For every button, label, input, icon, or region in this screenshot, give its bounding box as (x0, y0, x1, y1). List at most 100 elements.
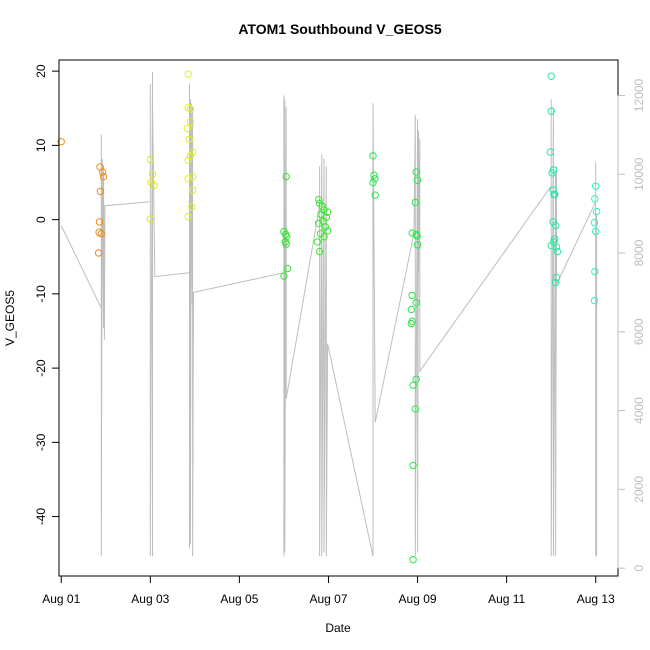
data-point-80 (551, 190, 559, 199)
y-tick-label-4: 0 (34, 216, 48, 223)
y-right-tick-label-2: 4000 (632, 397, 646, 424)
data-point-19 (185, 135, 193, 144)
data-point-28 (282, 172, 290, 181)
data-point-26 (188, 203, 196, 211)
data-point-94 (592, 227, 600, 236)
secondary-series-line (60, 71, 598, 557)
data-point-41 (317, 210, 325, 219)
data-point-36 (315, 195, 323, 204)
data-point-77 (548, 169, 556, 177)
data-point-61 (413, 232, 421, 240)
data-point-62 (413, 241, 422, 249)
data-point-46 (323, 227, 332, 235)
data-point-6 (95, 228, 103, 236)
y-right-tick-label-3: 6000 (632, 318, 646, 345)
data-point-67 (407, 319, 415, 328)
data-point-95 (591, 267, 599, 276)
data-point-12 (150, 181, 158, 190)
data-point-69 (409, 381, 417, 389)
data-point-16 (186, 105, 195, 113)
y-axis-right: 0 2000 4000 6000 8000 10000 12000 (617, 78, 646, 571)
data-point-24 (184, 175, 192, 183)
data-point-58 (411, 198, 419, 207)
y-right-tick-label-0: 0 (632, 564, 646, 571)
data-point-25 (188, 186, 197, 194)
data-point-96 (590, 296, 599, 305)
data-point-57 (413, 176, 422, 185)
data-point-8 (94, 249, 103, 257)
y-right-tick-label-5: 10000 (632, 157, 646, 191)
data-point-13 (146, 215, 155, 223)
data-point-14 (184, 70, 192, 78)
data-point-72 (409, 556, 417, 564)
data-point-34 (283, 264, 292, 273)
data-point-27 (184, 213, 192, 221)
secondary-series (60, 71, 598, 557)
y-axis-label: V_GEOS5 (3, 290, 17, 346)
y-axis: -40 -30 -20 -10 0 10 20 (34, 64, 60, 526)
data-point-51 (369, 152, 377, 160)
plot-frame (58, 59, 619, 577)
data-point-81 (549, 218, 557, 226)
data-point-88 (552, 273, 561, 282)
data-point-40 (323, 208, 332, 216)
data-point-93 (590, 218, 599, 227)
data-point-70 (411, 405, 419, 413)
x-tick-label-0: Aug 01 (42, 592, 80, 606)
data-point-45 (321, 223, 330, 231)
data-point-71 (409, 461, 417, 470)
y-right-tick-label-6: 12000 (632, 78, 646, 112)
data-point-53 (371, 175, 379, 183)
data-point-86 (552, 243, 561, 251)
data-point-5 (95, 218, 104, 226)
y-tick-label-2: -20 (34, 359, 48, 377)
x-tick-label-5: Aug 11 (488, 592, 525, 606)
data-point-48 (320, 233, 328, 241)
data-point-82 (551, 221, 560, 230)
data-point-22 (184, 156, 192, 164)
data-point-49 (313, 238, 321, 246)
x-tick-label-2: Aug 05 (220, 592, 258, 606)
x-axis-label: Date (325, 621, 351, 635)
data-point-54 (369, 178, 377, 187)
x-tick-label-1: Aug 03 (131, 592, 169, 606)
data-point-55 (371, 191, 379, 199)
data-point-9 (146, 155, 155, 164)
y-right-tick-label-1: 2000 (632, 476, 646, 503)
y-tick-label-0: -40 (34, 508, 48, 526)
data-point-85 (547, 241, 555, 250)
data-point-91 (591, 195, 599, 203)
y-tick-label-5: 10 (34, 138, 48, 152)
data-point-38 (318, 202, 326, 211)
x-axis: Aug 01 Aug 03 Aug 05 Aug 07 Aug 09 Aug 11 Aug … (42, 575, 615, 606)
data-point-87 (553, 247, 562, 256)
data-point-78 (549, 186, 557, 194)
data-point-63 (408, 291, 416, 300)
data-point-7 (97, 230, 106, 238)
data-point-64 (412, 299, 420, 307)
y-tick-label-3: -10 (34, 285, 48, 303)
data-point-68 (412, 375, 420, 383)
data-point-31 (282, 233, 291, 241)
data-point-89 (551, 279, 560, 287)
data-point-44 (315, 219, 323, 228)
data-point-35 (280, 272, 288, 280)
data-point-74 (547, 107, 555, 115)
data-point-10 (148, 170, 157, 179)
data-point-33 (282, 240, 290, 248)
data-point-18 (183, 124, 192, 133)
x-tick-label-3: Aug 07 (309, 592, 347, 606)
data-point-52 (370, 171, 378, 179)
data-point-56 (412, 168, 420, 176)
data-point-17 (186, 117, 195, 126)
data-point-73 (547, 72, 555, 81)
data-point-15 (184, 103, 192, 112)
data-point-3 (99, 172, 108, 181)
data-point-0 (57, 138, 65, 146)
data-point-21 (186, 152, 195, 160)
data-points (57, 70, 601, 564)
data-point-60 (412, 230, 420, 239)
data-point-4 (96, 187, 105, 196)
data-point-92 (592, 207, 601, 216)
